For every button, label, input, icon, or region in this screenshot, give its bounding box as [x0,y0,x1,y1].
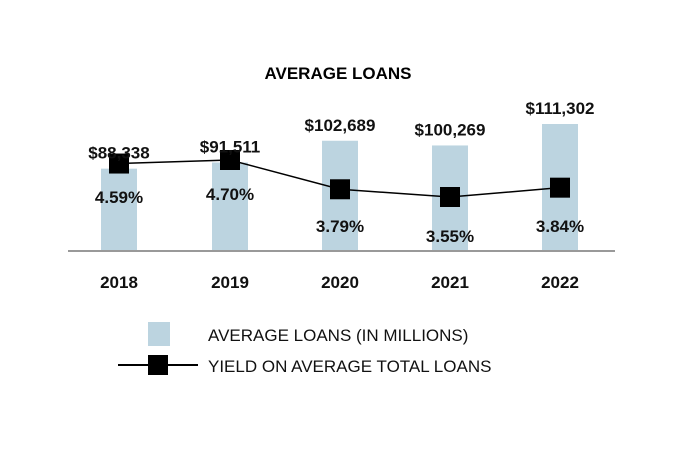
bar-value-label-2020: $102,689 [305,116,376,135]
legend-swatch-average-loans [148,322,170,346]
yield-label-2019: 4.70% [206,185,254,204]
yield-line-layer [109,150,570,207]
x-tick-label-2022: 2022 [541,273,579,292]
legend-label-average-loans: AVERAGE LOANS (IN MILLIONS) [208,326,468,345]
bar-value-label-2019: $91,511 [200,137,261,156]
bar-2018 [101,168,137,251]
bar-value-label-2018: $88,338 [88,144,149,163]
yield-label-2020: 3.79% [316,217,364,236]
x-tick-label-2020: 2020 [321,273,359,292]
bar-value-label-2022: $111,302 [525,99,594,118]
x-tick-label-2021: 2021 [431,273,469,292]
x-tick-label-2019: 2019 [211,273,249,292]
yield-label-2021: 3.55% [426,227,474,246]
yield-marker-2020 [330,179,350,200]
bar-value-label-2021: $100,269 [415,120,486,139]
bar-2019 [212,162,248,251]
yield-marker-2021 [440,187,460,207]
yield-marker-2018 [109,153,129,174]
yield-marker-2022 [550,177,570,198]
legend-label-yield: YIELD ON AVERAGE TOTAL LOANS [208,357,491,376]
yield-label-2018: 4.59% [95,188,143,207]
x-tick-label-2018: 2018 [100,273,138,292]
yield-label-2022: 3.84% [536,217,584,236]
chart-title: AVERAGE LOANS [264,64,411,83]
labels-layer: $88,338 2018 $91,511 2019 $102,689 2020 $100,2… [88,99,594,292]
yield-marker-2019 [220,150,240,170]
legend: AVERAGE LOANS (IN MILLIONS) YIELD ON AVE… [118,322,491,376]
legend-marker-yield [148,355,168,375]
